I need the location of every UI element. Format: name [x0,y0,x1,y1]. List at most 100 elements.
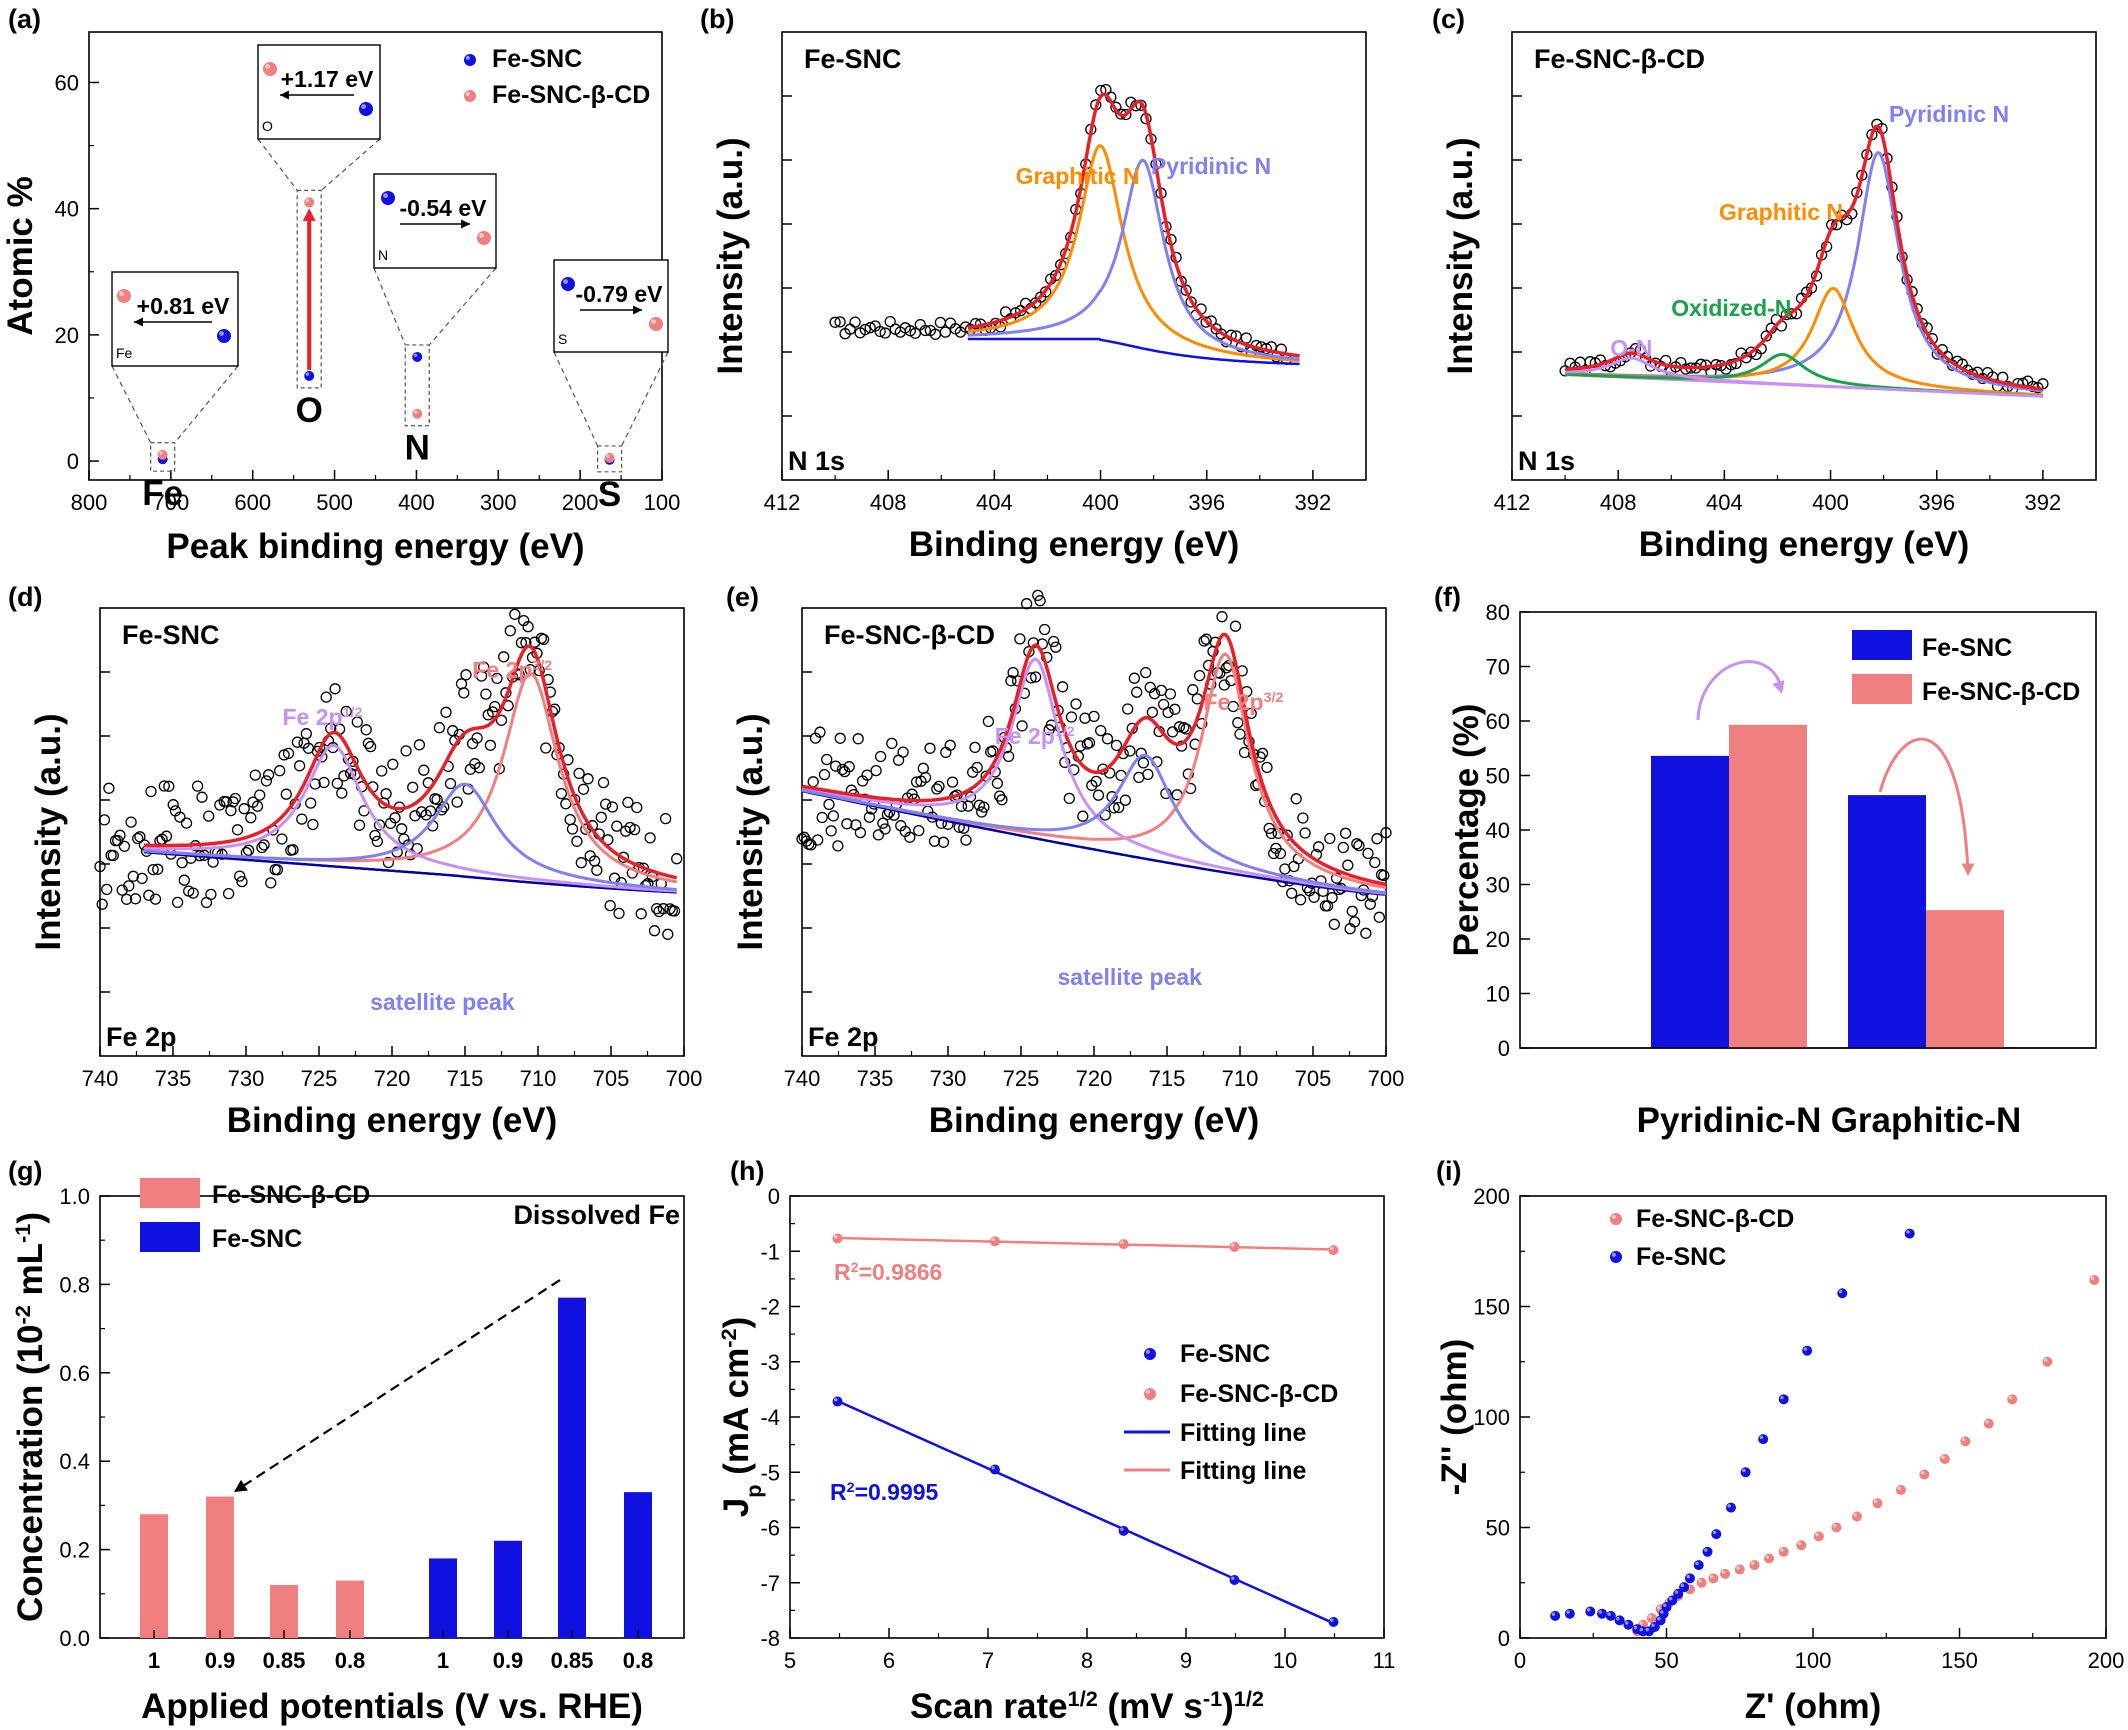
h-legend-label-fit-fe-snc-bcd: Fitting line [1180,1457,1306,1485]
h-point-fe-snc-bcd [1118,1239,1129,1250]
e-data-point [1337,841,1349,854]
i-point-fe-snc-highlight [1616,1616,1620,1621]
g-y-tick-label: 1.0 [59,1184,90,1209]
e-data-point [1351,838,1363,850]
e-data-point [1364,898,1376,910]
d-peak-label-fe-2p-1-2-part: Fe 2p [283,704,343,730]
d-data-point [575,857,587,869]
h-y-tick-label: 0 [768,1184,780,1209]
e-data-point [933,780,945,793]
e-x-tick-label: 700 [1368,1066,1405,1091]
e-data-point [825,825,837,837]
d-data-point [118,840,131,852]
d-data-point [491,672,503,685]
g-y-axis-label-part: mL [11,1243,50,1305]
d-data-point [176,857,188,869]
c-data-point [1760,330,1772,342]
e-data-point [1360,927,1372,939]
i-legend-marker-fe-snc-bcd [1610,1213,1622,1225]
i-point-fe-snc-bcd-highlight [1961,1437,1966,1442]
i-point-fe-snc [1802,1345,1813,1356]
h-r2-fe-snc-part: R [830,1479,847,1505]
d-y-axis-label: Intensity (a.u.) [29,713,68,950]
a-x-tick-label: 400 [398,490,435,515]
i-point-fe-snc-bcd [1796,1540,1807,1551]
e-y-axis-label: Intensity (a.u.) [731,713,770,950]
e-data-point [818,768,831,781]
e-data-point [1198,635,1210,647]
d-x-tick-label: 700 [666,1066,703,1091]
e-data-point [834,732,846,744]
e-data-point [1353,839,1365,852]
e-data-point [1108,802,1120,814]
d-data-point [143,889,155,901]
e-data-point [1238,746,1251,759]
e-data-point [1193,669,1206,682]
i-point-fe-snc-bcd-highlight [1639,1621,1644,1625]
d-data-point [187,887,199,899]
g-x-tick-label: 0.85 [551,1648,594,1673]
h-r2-fe-snc: R2=0.9995 [830,1479,939,1505]
d-data-point [196,791,208,803]
d-data-point [582,773,594,785]
i-point-fe-snc [1679,1582,1690,1593]
g-x-tick-label: 0.85 [263,1648,306,1673]
a-inset-fe-snc-bcd-S [649,317,663,331]
a-inset-element-O: O [262,118,273,134]
b-background-line [967,337,1300,366]
e-data-point [1146,706,1159,718]
h-fit-line-fe-snc-bcd [837,1236,1334,1251]
d-peak-label-fe-2p-3-2: Fe 2p3/2 [472,657,552,683]
e-peak-label-fe-2p-3-2: Fe 2p3/2 [1204,689,1284,715]
f-y-tick-label: 30 [1486,873,1510,898]
f-y-tick-label: 70 [1486,655,1510,680]
d-data-point [373,819,386,831]
d-data-point [376,765,388,777]
g-bar-fe-snc-2 [558,1297,586,1638]
a-shift-label-S: -0.79 eV [576,281,664,307]
e-data-point [1265,827,1278,840]
i-point-fe-snc-bcd [1720,1568,1731,1579]
f-increase-arrow [1696,660,1784,721]
a-y-axis-label: Atomic % [1,176,40,335]
c-envelope-fit [1565,124,2044,391]
e-component-fe-2p-1-2 [801,657,1387,895]
d-data-point [600,798,612,810]
b-data-point [919,324,931,337]
b-x-axis-label: Binding energy (eV) [909,525,1240,564]
h-x-tick-label: 11 [1373,1648,1396,1673]
i-legend-marker-fe-snc [1610,1251,1622,1263]
h-x-tick-label: 9 [1180,1648,1192,1673]
e-data-point [994,790,1006,802]
d-data-point [409,810,421,822]
g-bar-fe-snc-bcd-0 [140,1514,168,1638]
i-point-fe-snc-highlight [1633,1625,1638,1630]
e-data-point [1232,717,1244,729]
e-x-tick-label: 730 [930,1066,967,1091]
i-y-tick-label: 50 [1486,1516,1510,1541]
e-data-point [1131,686,1143,698]
d-data-point [293,760,306,772]
d-envelope-fit [143,644,678,880]
d-data-point [178,874,190,886]
e-data-point [1261,761,1273,774]
a-inset-box-S [553,259,669,353]
a-legend-marker-fe-snc [464,54,476,66]
d-data-point [595,811,607,823]
i-point-fe-snc-bcd-highlight [1920,1470,1925,1475]
i-y-tick-label: 150 [1473,1295,1510,1320]
i-point-fe-snc-highlight [1686,1574,1690,1579]
d-component-satellite-peak [143,782,677,891]
d-data-point [149,893,162,905]
i-point-fe-snc [1904,1228,1915,1239]
i-point-fe-snc-bcd-highlight [1853,1512,1857,1517]
e-data-point [904,831,916,843]
h-y-tick-label: -6 [760,1516,780,1541]
e-data-point [1274,847,1287,860]
d-data-point [480,688,492,700]
h-point-fe-snc [989,1464,1000,1475]
b-data-point [1200,316,1212,328]
d-data-point [433,722,446,734]
e-data-point [1034,595,1046,607]
